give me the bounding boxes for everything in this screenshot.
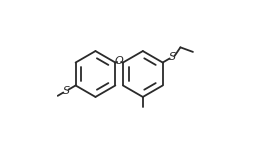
- Text: S: S: [62, 86, 70, 96]
- Text: S: S: [169, 52, 176, 62]
- Text: O: O: [115, 56, 124, 66]
